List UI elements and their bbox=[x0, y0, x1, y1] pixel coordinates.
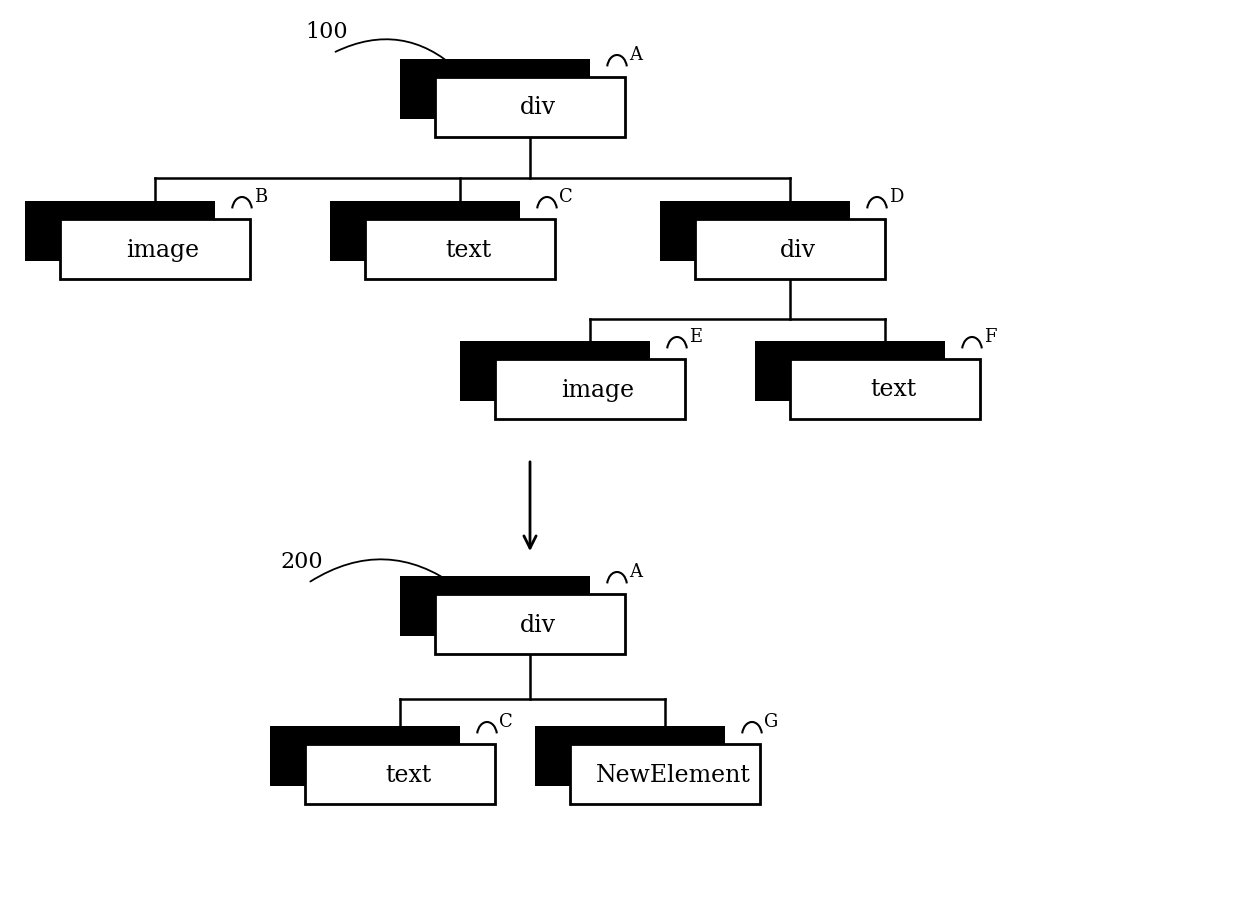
Text: NewElement: NewElement bbox=[595, 763, 750, 786]
Text: C: C bbox=[559, 188, 573, 206]
Text: D: D bbox=[889, 188, 904, 206]
Bar bbox=[305, 744, 495, 804]
Bar bbox=[460, 342, 650, 401]
Text: div: div bbox=[520, 97, 556, 119]
Text: text: text bbox=[870, 378, 916, 401]
Bar bbox=[534, 726, 725, 787]
Bar bbox=[401, 576, 590, 636]
Bar bbox=[790, 360, 980, 419]
Text: image: image bbox=[126, 238, 200, 262]
Bar bbox=[435, 78, 625, 138]
Bar bbox=[401, 60, 590, 120]
Bar bbox=[365, 220, 556, 280]
Text: G: G bbox=[764, 713, 779, 731]
Text: A: A bbox=[629, 46, 642, 64]
Text: B: B bbox=[254, 188, 268, 206]
Bar bbox=[330, 202, 520, 262]
Bar bbox=[755, 342, 945, 401]
Text: 200: 200 bbox=[280, 550, 322, 573]
Bar bbox=[694, 220, 885, 280]
Text: E: E bbox=[689, 327, 702, 345]
Bar bbox=[60, 220, 250, 280]
Bar bbox=[25, 202, 215, 262]
Text: C: C bbox=[498, 713, 513, 731]
Bar bbox=[270, 726, 460, 787]
Bar bbox=[435, 594, 625, 654]
Bar bbox=[495, 360, 684, 419]
Bar bbox=[570, 744, 760, 804]
Text: div: div bbox=[520, 612, 556, 636]
Bar bbox=[660, 202, 849, 262]
Text: text: text bbox=[445, 238, 491, 262]
Text: div: div bbox=[780, 238, 816, 262]
Text: text: text bbox=[384, 763, 432, 786]
Text: 100: 100 bbox=[305, 21, 347, 43]
Text: F: F bbox=[985, 327, 997, 345]
Text: image: image bbox=[562, 378, 635, 401]
Text: A: A bbox=[629, 562, 642, 580]
